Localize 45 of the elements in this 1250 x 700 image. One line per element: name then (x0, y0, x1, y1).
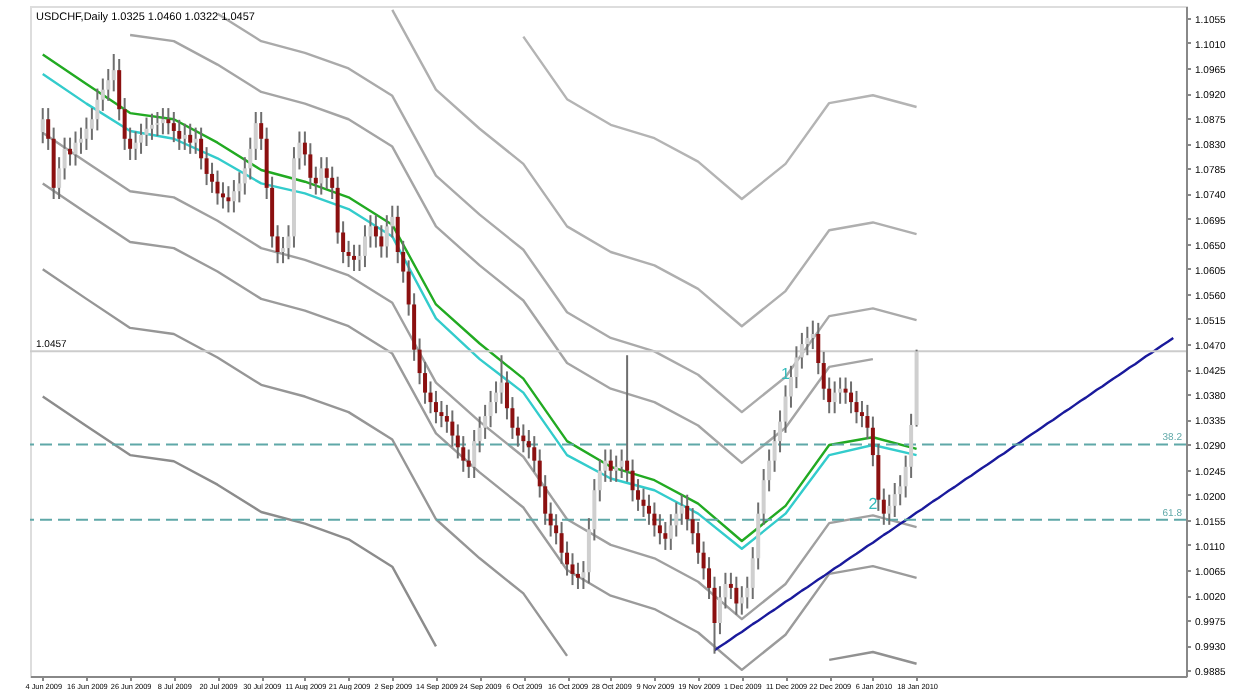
candlestick (663, 521, 668, 551)
candlestick (144, 116, 149, 148)
candlestick (433, 389, 438, 425)
candlestick (226, 185, 231, 214)
candlestick (182, 122, 187, 151)
candlestick (652, 501, 657, 538)
candlestick (319, 156, 324, 196)
candlestick (521, 423, 526, 454)
candlestick (739, 585, 744, 616)
candlestick (352, 243, 357, 272)
annotation: 2 (868, 495, 879, 514)
candlestick (838, 376, 843, 405)
candlestick (166, 107, 171, 136)
candlestick (155, 111, 160, 137)
candlestick (149, 112, 154, 141)
candlestick (73, 130, 78, 167)
candlestick (641, 487, 646, 519)
candlestick (614, 454, 619, 483)
candlestick (188, 122, 193, 155)
candlestick (439, 399, 444, 429)
candlestick (160, 107, 165, 136)
candlestick (734, 575, 739, 616)
candlestick (575, 561, 580, 590)
annotation: 1 (781, 365, 792, 384)
candlestick (608, 448, 613, 483)
candlestick (84, 116, 89, 151)
candlestick (40, 107, 45, 145)
line-series (41, 395, 438, 648)
candlestick (854, 389, 859, 425)
candlestick (849, 380, 854, 415)
line-series (128, 33, 875, 465)
candlestick (171, 111, 176, 144)
line-series (216, 12, 918, 414)
candlestick (177, 118, 182, 151)
candlestick (133, 130, 138, 161)
candlestick (892, 481, 897, 519)
line-series (522, 35, 918, 201)
candlestick (384, 214, 389, 259)
line-series (391, 8, 918, 328)
candlestick (95, 87, 100, 132)
candlestick (231, 179, 236, 214)
candlestick (215, 169, 220, 206)
candlestick (139, 122, 144, 155)
candlestick (843, 376, 848, 405)
candlestick (832, 380, 837, 415)
